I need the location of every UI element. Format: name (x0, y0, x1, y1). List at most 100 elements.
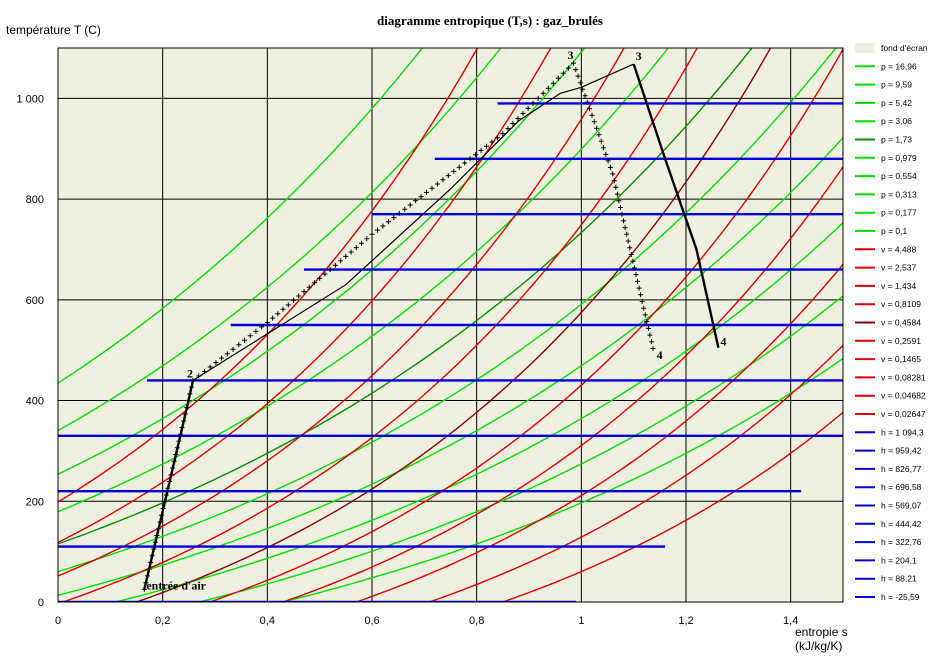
cycle-ideal-point (489, 139, 495, 145)
isochore-line (136, 48, 772, 602)
cycle-ideal-point (187, 391, 193, 397)
cycle-ideal-point (571, 60, 576, 66)
cycle-annotation: entrée d'air (146, 578, 206, 592)
cycle-ideal-point (168, 472, 174, 478)
cycle-ideal-point (565, 65, 571, 71)
cycle-ideal-point (560, 70, 566, 76)
cycle-ideal-point (184, 404, 190, 410)
cycle-ideal-point (440, 177, 446, 183)
legend-label: p = 1,73 (881, 135, 912, 145)
cycle-ideal-point (181, 418, 187, 424)
chart-title: diagramme entropique (T,s) : gaz_brulés (377, 13, 603, 28)
cycle-ideal-point (636, 285, 642, 291)
cycle-ideal-point (391, 215, 397, 221)
cycle-ideal-point (530, 100, 536, 106)
cycle-ideal-point (188, 384, 194, 390)
cycle-ideal-point (179, 425, 185, 431)
cycle-ideal-point (525, 105, 531, 111)
isobar-line (115, 221, 843, 602)
x-tick-label: 0,4 (260, 615, 275, 627)
cycle-ideal-point (322, 271, 328, 277)
cycle-ideal-point (573, 67, 579, 73)
legend-label: p = 16,96 (881, 61, 917, 71)
cycle-ideal-point (375, 227, 380, 233)
cycle-ideal-point (145, 573, 150, 579)
legend-label: v = 0,1465 (881, 354, 921, 364)
cycle-ideal-point (259, 324, 265, 330)
cycle-ideal-point (207, 364, 213, 370)
cycle-ideal-point (424, 189, 429, 195)
cycle-ideal-point (185, 398, 191, 404)
cycle-ideal-point (224, 351, 230, 357)
cycle-ideal-point (230, 346, 236, 352)
y-axis-label: température T (C) (6, 23, 101, 37)
y-tick-label: 200 (26, 496, 44, 508)
cycle-ideal-point (645, 325, 651, 331)
cycle-ideal-point (429, 185, 435, 191)
cycle-ideal-point (219, 355, 225, 361)
legend-label: v = 0,8109 (881, 299, 921, 309)
legend-swatch (855, 43, 875, 53)
cycle-ideal-point (343, 253, 349, 259)
cycle-ideal-point (639, 299, 645, 304)
cycle-ideal-point (247, 333, 253, 339)
cycle-ideal-point (141, 586, 147, 592)
legend-label: v = 1,434 (881, 281, 916, 291)
cycle-ideal-point (577, 80, 583, 86)
legend-label: h = 569,07 (881, 501, 922, 511)
cycle-ideal-point (596, 132, 602, 138)
cycle-ideal-point (146, 566, 152, 572)
x-tick-label: 0,2 (155, 615, 170, 627)
cycle-ideal-point (407, 202, 413, 208)
legend-label: p = 0,177 (881, 208, 917, 218)
cycle-ideal-point (280, 306, 286, 312)
isobar-line (58, 48, 502, 432)
cycle-ideal-point (380, 223, 386, 229)
cycle-ideal-point (587, 106, 593, 112)
cycle-ideal-point (644, 319, 650, 325)
isochore-line (58, 48, 552, 544)
cycle-ideal-point (624, 231, 630, 237)
cycle-ideal-point (607, 164, 613, 170)
legend: fond d'écran p = 16,96 p = 9,59 p = 5,42 p =… (855, 43, 928, 602)
cycle-ideal-point (359, 240, 364, 246)
cycle-ideal-point (270, 315, 276, 321)
legend-label: h = 1 094,3 (881, 427, 924, 437)
cycle-ideal-point (631, 265, 637, 271)
plot-frame (57, 47, 844, 603)
legend-label: p = 0,313 (881, 189, 917, 199)
cycle-ideal-point (616, 198, 622, 204)
x-axis-label: entropie s (795, 625, 848, 639)
cycle-ideal-point (505, 126, 511, 132)
x-tick-label: 1,2 (678, 615, 693, 627)
cycle-ideal-point (176, 438, 182, 444)
legend-label: p = 0,1 (881, 226, 908, 236)
isobar-line (58, 48, 424, 384)
cycle-ideal-point (148, 559, 154, 565)
cycle-ideal-point (494, 135, 500, 141)
cycle-ideal-point (591, 119, 597, 125)
cycle-ideal-point (275, 311, 281, 317)
cycle-ideal-point (413, 198, 419, 204)
cycle-ideal-point (484, 143, 489, 149)
cycle-ideal-point (317, 275, 323, 281)
x-axis-unit: (kJ/kg/K) (795, 639, 842, 653)
cycle-ideal-point (152, 539, 158, 545)
cycle-ideal-point (605, 158, 611, 164)
cycle-ideal-point (647, 332, 653, 338)
cycle-ideal-point (633, 272, 639, 278)
cycle-ideal-point (190, 377, 196, 383)
cycle-ideal-point (635, 278, 640, 284)
cycle-ideal-point (285, 302, 291, 308)
property-curves (58, 48, 843, 602)
legend-label: h = 444,42 (881, 519, 922, 529)
cycle-ideal-point (171, 458, 177, 464)
legend-label: h = 696,58 (881, 482, 922, 492)
cycle-ideal-point (650, 346, 656, 351)
cycle-ideal-point (162, 499, 168, 505)
cycle-ideal-point (625, 238, 631, 244)
cycle-ideal-point (143, 580, 149, 586)
legend-label: h = 88,21 (881, 574, 917, 584)
cycle-ideal-point (456, 164, 462, 170)
cycle-ideal-point (598, 138, 604, 144)
